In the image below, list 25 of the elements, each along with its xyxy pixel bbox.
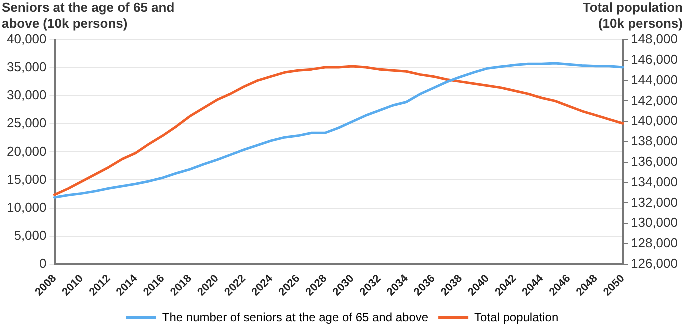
y2-axis-title: Total population (10k persons) — [582, 0, 683, 32]
y2-tick-label: 138,000 — [631, 134, 678, 149]
y-tick-label: 0 — [40, 256, 47, 271]
y-tick-label: 40,000 — [6, 32, 47, 47]
y2-tick-label: 146,000 — [631, 52, 678, 67]
y-tick-label: 25,000 — [6, 116, 47, 131]
y2-tick-label: 144,000 — [631, 72, 678, 88]
y2-tick-label: 134,000 — [631, 174, 678, 190]
y-tick-label: 20,000 — [6, 144, 47, 159]
y-tick-label: 5,000 — [14, 228, 47, 243]
y2-tick-label: 126,000 — [631, 256, 678, 271]
legend-label: The number of seniors at the age of 65 and above — [162, 310, 429, 324]
y-tick-label: 35,000 — [6, 60, 47, 75]
y2-tick-label: 140,000 — [631, 113, 678, 128]
y-axis-title: Seniors at the age of 65 and above (10k persons) — [2, 0, 176, 32]
y2-tick-label: 130,000 — [631, 215, 678, 230]
y-tick-label: 15,000 — [6, 172, 47, 187]
y2-tick-label: 128,000 — [631, 236, 678, 251]
y2-tick-label: 142,000 — [631, 92, 678, 108]
y-tick-label: 10,000 — [6, 200, 47, 215]
y2-tick-label: 136,000 — [631, 154, 678, 169]
y2-tick-label: 148,000 — [631, 32, 678, 47]
y2-tick-label: 132,000 — [631, 194, 678, 210]
legend-label: Total population — [474, 310, 559, 324]
y-tick-label: 30,000 — [6, 88, 47, 103]
